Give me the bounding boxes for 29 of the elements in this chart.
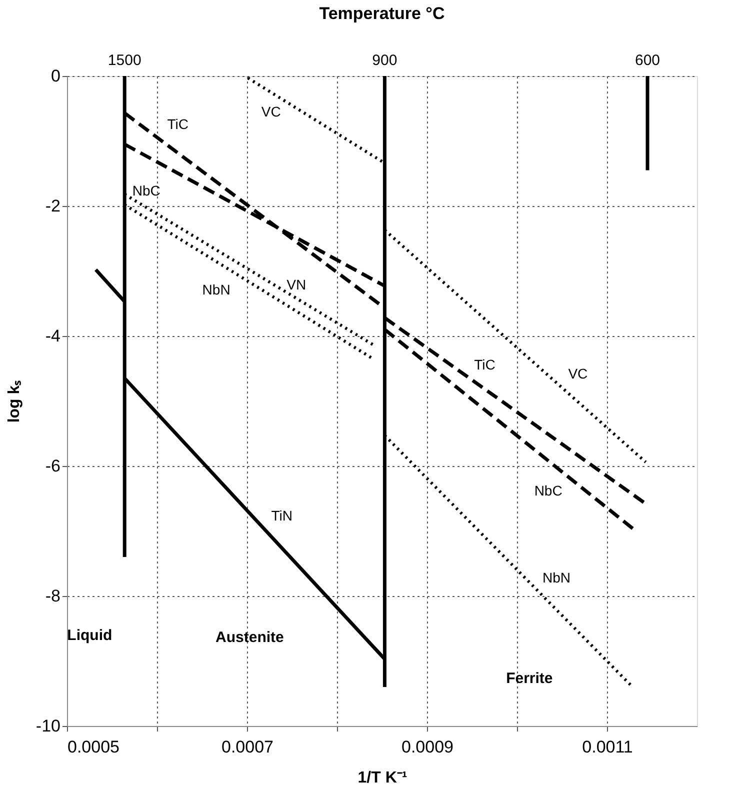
- annotation: NbC: [132, 182, 160, 199]
- annotation: Liquid: [67, 627, 112, 644]
- annotation: TiC: [167, 116, 189, 132]
- annotation: VC: [261, 103, 281, 120]
- annotation: 900: [372, 52, 398, 69]
- x-axis-title: 1/T K⁻¹: [358, 770, 408, 786]
- y-tick-label: 0: [51, 66, 60, 86]
- annotation: 1500: [108, 52, 142, 69]
- annotation: VN: [286, 276, 306, 292]
- y-tick-label: -4: [45, 326, 60, 346]
- x-tick-label: 0.0007: [222, 738, 274, 756]
- y-tick-label: -6: [45, 456, 60, 476]
- annotation: VC: [568, 365, 588, 382]
- chart-title: Temperature °C: [319, 4, 445, 23]
- y-axis-title: log kₛ: [6, 380, 23, 423]
- y-tick-label: -2: [45, 196, 60, 216]
- x-tick-label: 0.0005: [68, 738, 120, 756]
- annotation: Ferrite: [506, 670, 553, 687]
- annotation: TiN: [271, 508, 292, 524]
- annotation: Austenite: [216, 628, 284, 646]
- annotation: NbN: [202, 282, 230, 298]
- y-tick-label: -8: [45, 586, 60, 606]
- x-tick-label: 0.0009: [402, 738, 454, 756]
- annotation: NbN: [542, 569, 571, 586]
- annotation: NbC: [534, 482, 562, 498]
- annotation: TiC: [474, 356, 496, 372]
- y-tick-label: -10: [36, 716, 60, 736]
- x-tick-label: 0.0011: [582, 738, 633, 756]
- annotation: 600: [634, 52, 660, 69]
